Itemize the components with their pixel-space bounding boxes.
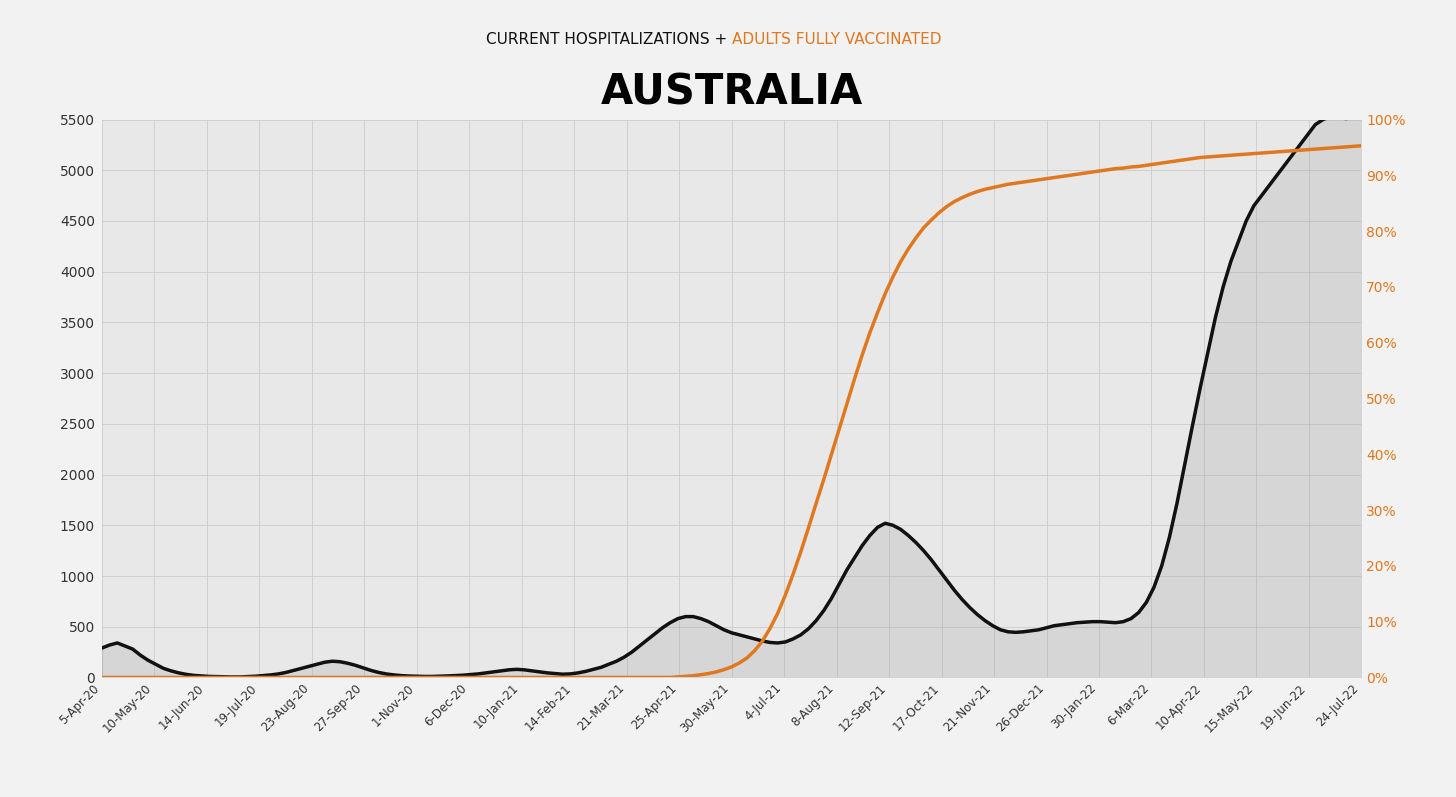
Text: AUSTRALIA: AUSTRALIA [600, 72, 863, 114]
Text: CURRENT HOSPITALIZATIONS +: CURRENT HOSPITALIZATIONS + [485, 32, 732, 47]
Text: ADULTS FULLY VACCINATED: ADULTS FULLY VACCINATED [732, 32, 941, 47]
